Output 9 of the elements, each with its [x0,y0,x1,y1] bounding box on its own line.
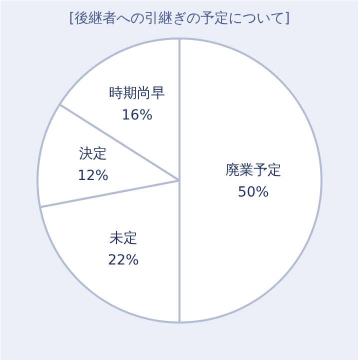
slice-label: 決定 [79,146,108,162]
chart-title: [後継者への引継ぎの予定について] [69,10,290,26]
data-label: 12% [77,168,109,184]
data-label: 22% [108,252,139,268]
data-label: 16% [122,107,153,124]
slice-label: 廃業予定 [225,162,282,178]
slice-label: 未定 [109,230,138,246]
data-label: 50% [238,184,269,200]
slice-label: 時期尚早 [109,85,166,102]
